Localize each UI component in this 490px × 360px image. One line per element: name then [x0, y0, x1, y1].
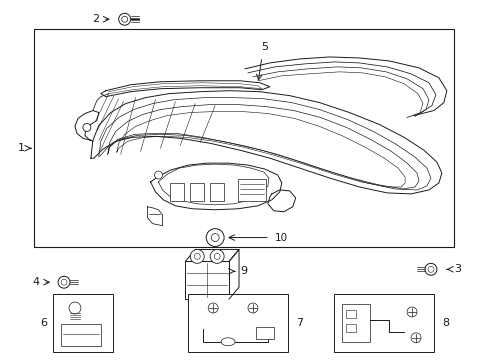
- Circle shape: [58, 276, 70, 288]
- Text: 8: 8: [442, 318, 449, 328]
- Bar: [190, 183, 204, 201]
- Bar: [210, 183, 224, 201]
- Text: 10: 10: [275, 233, 288, 243]
- Ellipse shape: [221, 338, 235, 346]
- Text: 9: 9: [240, 266, 247, 276]
- Circle shape: [428, 266, 434, 272]
- Text: 2: 2: [92, 14, 99, 24]
- Bar: [61, 324, 101, 346]
- Bar: [335, 294, 434, 352]
- Circle shape: [214, 253, 220, 260]
- Text: 3: 3: [454, 264, 461, 274]
- Bar: [171, 183, 184, 201]
- Circle shape: [206, 229, 224, 247]
- Bar: [185, 261, 229, 299]
- Bar: [346, 324, 356, 332]
- Text: 5: 5: [261, 42, 269, 52]
- Circle shape: [407, 307, 417, 317]
- Bar: [53, 294, 113, 352]
- Text: 4: 4: [33, 277, 40, 287]
- Bar: [343, 304, 370, 342]
- Bar: [34, 29, 454, 247]
- Circle shape: [61, 279, 67, 285]
- Text: 7: 7: [295, 318, 303, 328]
- Text: 1: 1: [18, 143, 25, 153]
- Circle shape: [210, 249, 224, 264]
- Bar: [188, 294, 288, 352]
- Circle shape: [425, 264, 437, 275]
- Circle shape: [195, 253, 200, 260]
- Circle shape: [69, 302, 81, 314]
- Circle shape: [122, 16, 128, 22]
- Bar: [238, 179, 266, 201]
- Bar: [256, 327, 274, 339]
- Bar: [346, 310, 356, 318]
- Circle shape: [411, 333, 421, 343]
- Circle shape: [211, 234, 219, 242]
- Circle shape: [119, 13, 131, 25]
- Circle shape: [190, 249, 204, 264]
- Circle shape: [83, 123, 91, 131]
- Circle shape: [248, 303, 258, 313]
- Text: 6: 6: [40, 318, 47, 328]
- Circle shape: [208, 303, 218, 313]
- Circle shape: [154, 171, 163, 179]
